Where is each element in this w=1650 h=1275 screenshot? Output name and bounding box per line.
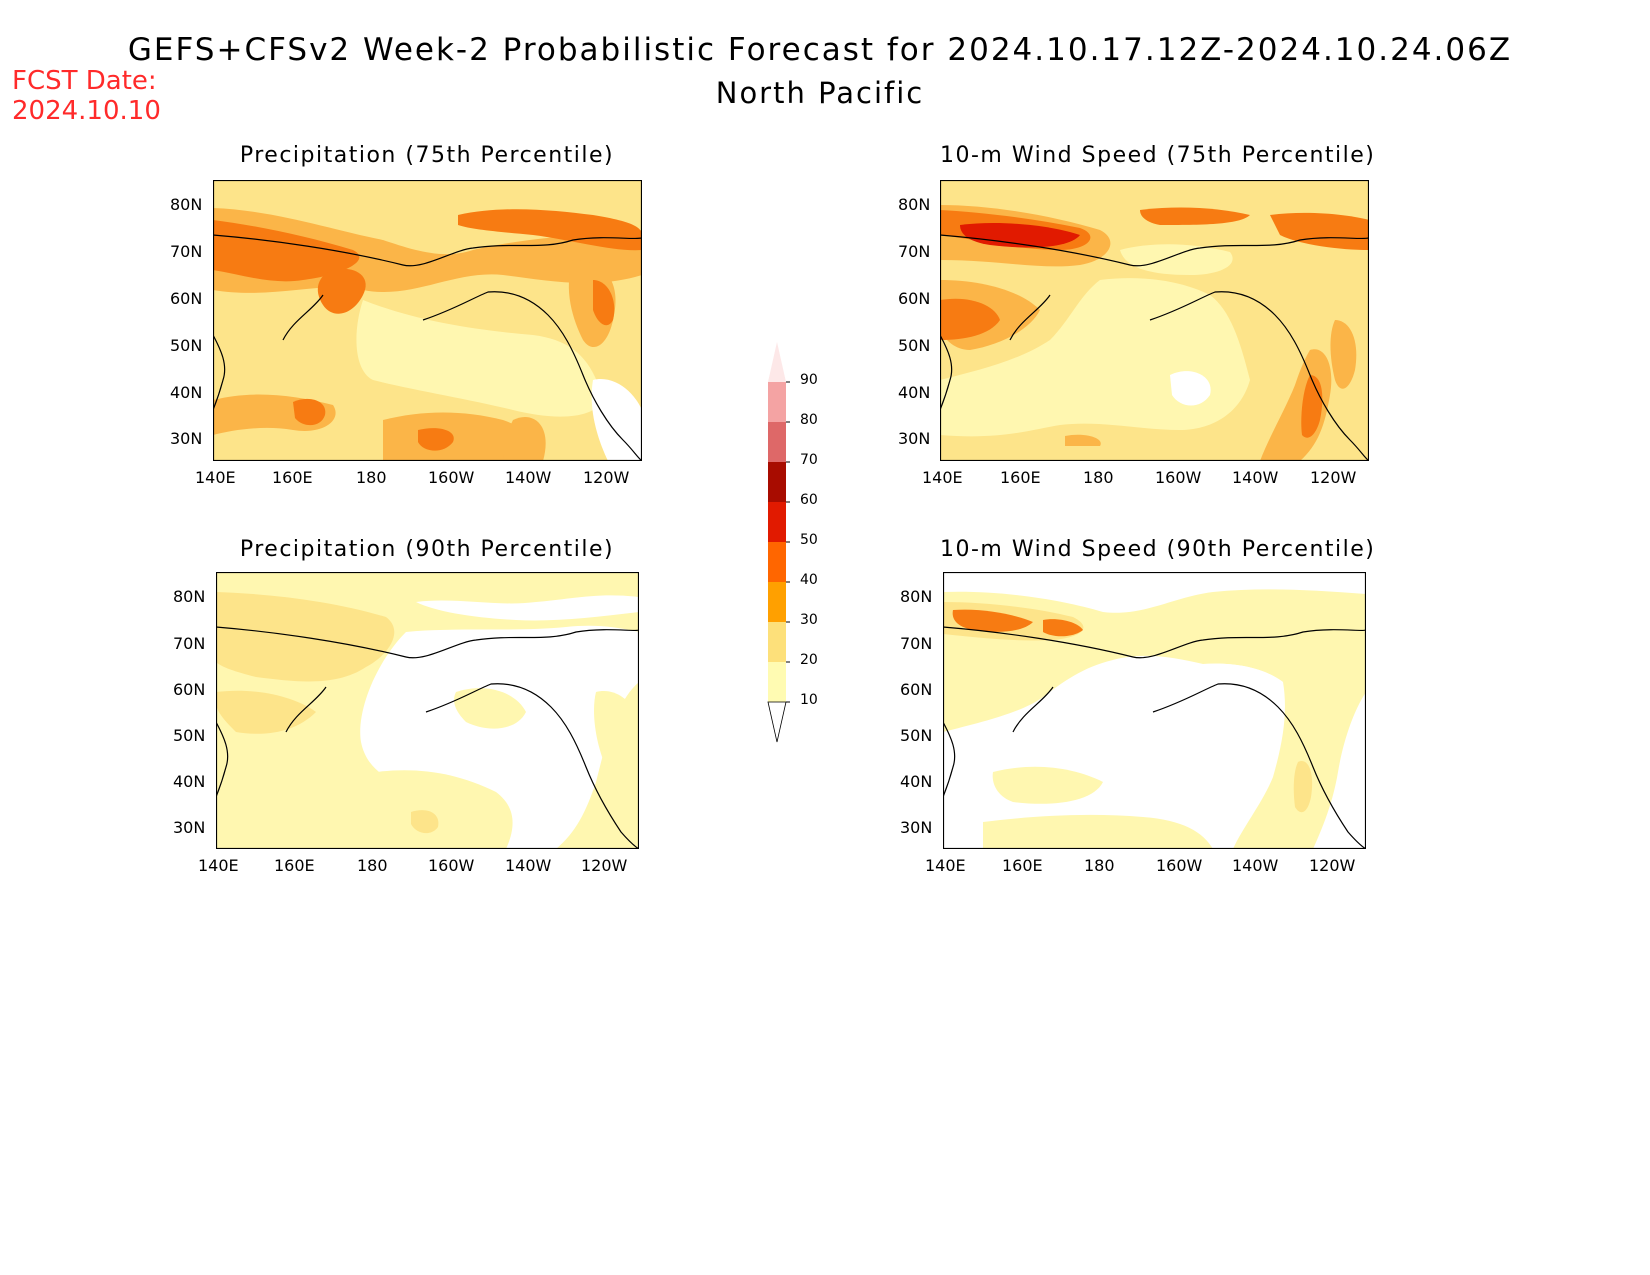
x-tick: 140E [925, 856, 966, 875]
y-tick: 50N [173, 726, 206, 745]
x-tick: 140E [198, 856, 239, 875]
y-tick: 30N [900, 818, 933, 837]
panel-title-wind-75: 10-m Wind Speed (75th Percentile) [940, 143, 1376, 168]
colorbar-tick-label: 90 [800, 372, 818, 388]
colorbar-tick-label: 60 [800, 492, 818, 508]
fcst-date-caption: FCST Date: [12, 66, 157, 96]
x-tick: 180 [1083, 468, 1114, 487]
colorbar-tick-label: 30 [800, 612, 818, 628]
y-tick: 70N [900, 634, 933, 653]
colorbar-swatch [768, 582, 786, 622]
panel-title-precip-75: Precipitation (75th Percentile) [239, 143, 615, 168]
y-tick: 30N [170, 429, 203, 448]
colorbar-tick-label: 70 [800, 452, 818, 468]
y-tick: 50N [898, 336, 931, 355]
y-tick: 80N [173, 587, 206, 606]
y-tick: 60N [170, 289, 203, 308]
page-subtitle: North Pacific [715, 76, 925, 110]
colorbar-swatch [768, 462, 786, 502]
colorbar-swatch [768, 382, 786, 422]
map-wind-90 [943, 572, 1366, 849]
colorbar-cap-top [768, 342, 786, 382]
x-tick: 160W [1155, 468, 1202, 487]
y-tick: 40N [898, 383, 931, 402]
x-tick: 140W [1232, 856, 1279, 875]
colorbar-tick-label: 10 [800, 692, 818, 708]
x-tick: 140E [922, 468, 963, 487]
x-tick: 160W [428, 856, 475, 875]
x-tick: 160W [1156, 856, 1203, 875]
colorbar-tick-label: 80 [800, 412, 818, 428]
colorbar-tick-label: 20 [800, 652, 818, 668]
x-tick: 140E [195, 468, 236, 487]
x-tick: 160E [272, 468, 313, 487]
x-tick: 160E [274, 856, 315, 875]
x-tick: 160E [1000, 468, 1041, 487]
x-tick: 120W [581, 856, 628, 875]
x-tick: 180 [1084, 856, 1115, 875]
colorbar-swatch [768, 422, 786, 462]
x-tick: 160E [1002, 856, 1043, 875]
panel-title-precip-90: Precipitation (90th Percentile) [239, 537, 615, 562]
map-precip-75 [213, 180, 642, 461]
x-tick: 120W [1309, 856, 1356, 875]
colorbar-swatch [768, 662, 786, 702]
colorbar-swatch [768, 542, 786, 582]
y-tick: 50N [900, 726, 933, 745]
colorbar-tick-label: 50 [800, 532, 818, 548]
x-tick: 140W [1232, 468, 1279, 487]
x-tick: 160W [428, 468, 475, 487]
y-tick: 80N [900, 587, 933, 606]
y-tick: 40N [173, 772, 206, 791]
x-tick: 140W [505, 468, 552, 487]
colorbar-cap-bottom [767, 701, 787, 743]
colorbar-swatch [768, 502, 786, 542]
y-tick: 60N [898, 289, 931, 308]
y-tick: 60N [173, 680, 206, 699]
page-title: GEFS+CFSv2 Week-2 Probabilistic Forecast… [127, 32, 1513, 68]
y-tick: 60N [900, 680, 933, 699]
y-tick: 30N [898, 429, 931, 448]
y-tick: 50N [170, 336, 203, 355]
x-tick: 120W [583, 468, 630, 487]
colorbar-tick-label: 40 [800, 572, 818, 588]
map-precip-90 [216, 572, 639, 849]
x-tick: 120W [1310, 468, 1357, 487]
fcst-date-value: 2024.10.10 [12, 96, 161, 126]
y-tick: 80N [170, 195, 203, 214]
x-tick: 180 [356, 468, 387, 487]
y-tick: 80N [898, 195, 931, 214]
fcst-date-label: FCST Date: 2024.10.10 [12, 66, 161, 126]
y-tick: 70N [898, 242, 931, 261]
y-tick: 70N [173, 634, 206, 653]
x-tick: 180 [357, 856, 388, 875]
y-tick: 70N [170, 242, 203, 261]
y-tick: 40N [900, 772, 933, 791]
y-tick: 40N [170, 383, 203, 402]
panel-title-wind-90: 10-m Wind Speed (90th Percentile) [940, 537, 1376, 562]
map-wind-75 [940, 180, 1369, 461]
colorbar [767, 342, 790, 743]
colorbar-swatch [768, 622, 786, 662]
x-tick: 140W [505, 856, 552, 875]
y-tick: 30N [173, 818, 206, 837]
